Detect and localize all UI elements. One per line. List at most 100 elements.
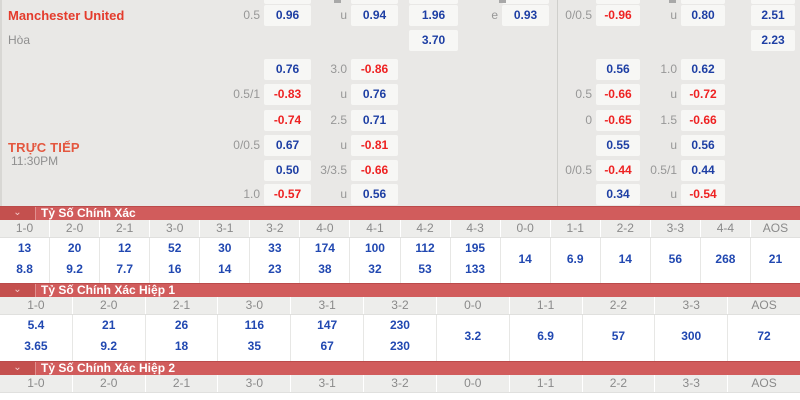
score-odds-value[interactable]: 14 [218,262,232,276]
score-odds-value[interactable]: 133 [465,262,486,276]
score-odds-value[interactable]: 57 [611,329,626,343]
score-odds-value[interactable]: 20 [67,241,82,255]
odds-value-button[interactable]: -0.81 [351,135,398,156]
score-odds-value[interactable]: 195 [465,241,486,255]
score-odds-value[interactable]: 300 [681,329,702,343]
score-odds-value[interactable]: 16 [168,262,182,276]
score-odds-value[interactable]: 6.9 [537,329,554,343]
odds-value-button[interactable]: -0.83 [264,84,311,105]
score-odds-value[interactable]: 38 [318,262,332,276]
score-odds-value[interactable]: 53 [418,262,432,276]
left-edge-strip [0,0,2,206]
score-column-header: 3-0 [218,297,292,314]
odds-value-button[interactable]: -0.86 [351,59,398,80]
score-column-header: 4-0 [300,220,351,237]
score-odds-value[interactable]: 9.2 [66,262,83,276]
odds-value-button[interactable]: 0.67 [264,135,311,156]
odds-value-button[interactable]: 3.70 [409,30,458,51]
odds-value-button[interactable]: -0.96 [596,5,640,26]
odds-value-button[interactable]: 2.51 [751,5,795,26]
odds-value-button[interactable]: 1.96 [409,5,458,26]
score-odds-value[interactable]: 21 [102,318,116,332]
score-odds-value[interactable]: 30 [218,241,232,255]
odds-value-button[interactable]: 0.76 [264,59,311,80]
score-odds-value[interactable]: 5.4 [27,318,45,332]
score-odds-value[interactable]: 12 [117,241,132,255]
odds-value-button[interactable]: 0.96 [264,5,311,26]
score-odds-value[interactable]: 7.7 [116,262,133,276]
section-header-bar: ⌄ Tỷ Số Chính Xác [0,206,800,220]
handicap-label: e [491,8,498,22]
odds-value-button[interactable]: -0.57 [264,184,311,205]
odds-value-button[interactable]: -0.72 [681,84,725,105]
odds-value-button[interactable]: -0.54 [681,184,725,205]
score-odds-value[interactable]: 23 [268,262,282,276]
odds-value-button[interactable]: 0.62 [681,59,725,80]
section-collapse-toggle[interactable]: ⌄ [0,284,36,297]
score-odds-value[interactable]: 35 [247,339,262,353]
score-odds-value[interactable]: 33 [268,241,282,255]
odds-value-button[interactable]: -0.74 [264,110,311,131]
score-odds-value[interactable]: 112 [415,241,435,255]
score-odds-value[interactable]: 8.8 [16,262,33,276]
score-odds-value[interactable]: 100 [364,241,385,255]
handicap-label: u [670,8,677,22]
score-column-header: 3-3 [651,220,701,237]
score-odds-value[interactable]: 147 [317,318,338,332]
score-odds-value[interactable]: 67 [320,339,334,353]
score-odds-column: 195 133 [451,238,501,283]
cutoff-row-remnant [409,0,458,4]
match-time: 11:30PM [11,154,59,168]
section-collapse-toggle[interactable]: ⌄ [0,362,36,375]
odds-value-button[interactable]: 0.50 [264,160,311,181]
section-collapse-toggle[interactable]: ⌄ [0,207,36,220]
odds-value-button[interactable]: -0.65 [596,110,640,131]
score-odds-value[interactable]: 72 [757,329,771,343]
score-odds-value[interactable]: 9.2 [100,339,118,353]
odds-value-button[interactable]: 0.56 [681,135,725,156]
handicap-label: 3.0 [330,62,347,76]
score-odds-value[interactable]: 14 [518,252,532,266]
odds-value-button[interactable]: 0.80 [681,5,725,26]
right-odds-row: 0.55 u 0.56 [0,135,800,156]
score-odds-value[interactable]: 230 [389,339,410,353]
correct-score-section: ⌄ Tỷ Số Chính Xác Hiệp 2 1-0 2-0 2-1 3-0 3-1 3-… [0,361,800,400]
score-odds-value[interactable]: 13 [17,241,32,255]
odds-value-button[interactable]: 0.56 [351,184,398,205]
odds-value-button[interactable]: 0.34 [596,184,640,205]
odds-value-button[interactable]: -0.44 [596,160,640,181]
score-odds-value[interactable]: 26 [174,318,189,332]
odds-value-button[interactable]: 2.23 [751,30,795,51]
score-column-header: 3-2 [364,375,437,392]
odds-value-button[interactable]: -0.66 [596,84,640,105]
score-odds-value[interactable]: 14 [618,252,632,266]
odds-value-button[interactable]: -0.66 [681,110,725,131]
odds-value-button[interactable]: 0.55 [596,135,640,156]
score-odds-value[interactable]: 3.2 [464,329,482,343]
score-odds-value[interactable]: 56 [668,252,683,266]
odds-value-button[interactable]: -0.66 [351,160,398,181]
score-odds-value[interactable]: 268 [715,252,736,266]
score-odds-value[interactable]: 116 [244,318,265,332]
score-column-header: 0-0 [437,297,510,314]
score-odds-column: 57 [583,315,656,361]
score-odds-value[interactable]: 230 [389,318,410,332]
score-odds-column: 5.4 3.65 [0,315,73,361]
correct-score-sections: ⌄ Tỷ Số Chính Xác 1-0 2-0 2-1 3-0 3-1 3-2 4-0 4-1… [0,206,800,400]
score-odds-value[interactable]: 32 [368,262,382,276]
odds-value-button[interactable]: 0.93 [502,5,549,26]
score-odds-value[interactable]: 3.65 [24,339,48,353]
score-column-header: 3-1 [291,297,365,314]
score-odds-value[interactable]: 21 [768,252,783,266]
score-odds-value[interactable]: 18 [174,339,189,353]
odds-value-button[interactable]: 0.56 [596,59,640,80]
odds-value-button[interactable]: 0.44 [681,160,725,181]
score-column-header: 1-1 [510,297,583,314]
score-odds-value[interactable]: 174 [314,241,335,255]
handicap-label: 0/0.5 [565,163,592,177]
odds-value-button[interactable]: 0.71 [351,110,398,131]
odds-value-button[interactable]: 0.76 [351,84,398,105]
score-odds-value[interactable]: 52 [168,241,182,255]
odds-value-button[interactable]: 0.94 [351,5,398,26]
score-odds-value[interactable]: 6.9 [566,252,584,266]
